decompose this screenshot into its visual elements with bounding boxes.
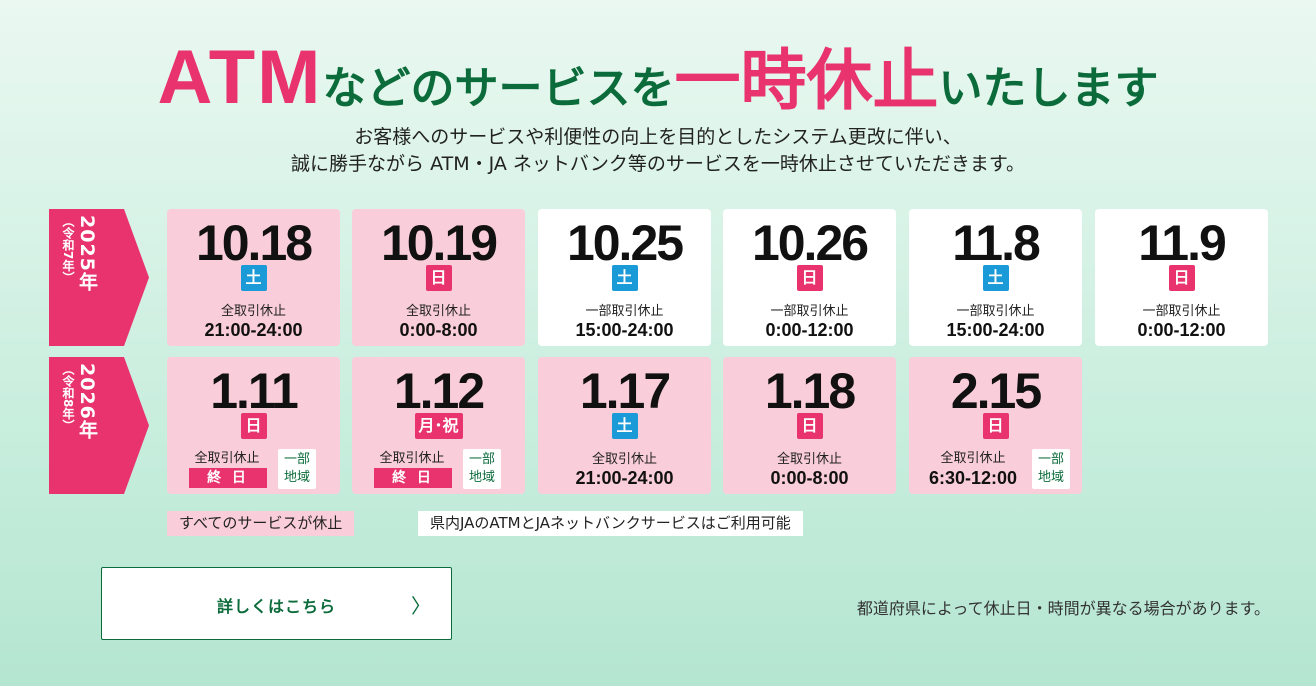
- scope-text: 全取引休止: [940, 451, 1006, 466]
- year-label-2025: 2025年 （令和7年）: [49, 209, 149, 346]
- date-card: 2.15 日 全取引休止 6:30-12:00 一部地域: [909, 357, 1082, 494]
- region-tag: 一部 地域: [1032, 449, 1070, 489]
- headline: ATMなどのサービスを一時休止いたします: [0, 40, 1316, 116]
- region-tag: 一部 地域: [278, 449, 316, 489]
- sunday-badge: 日: [796, 413, 823, 439]
- scope-text: 全取引休止: [220, 304, 286, 319]
- scope-text: 全取引休止: [194, 451, 260, 466]
- date-text: 10.19: [380, 215, 498, 271]
- region-tag-line: 地域: [283, 470, 310, 485]
- scope-text: 全取引休止: [379, 451, 445, 466]
- sunday-badge: 日: [1168, 265, 1195, 291]
- legend-all-services: すべてのサービスが休止: [167, 511, 355, 536]
- all-day-badge: 終 日: [189, 468, 267, 488]
- time-text: 0:00-12:00: [765, 320, 854, 340]
- sunday-badge: 日: [425, 265, 452, 291]
- details-button-label: 詳しくはこちら: [216, 597, 336, 616]
- time-text: 0:00-12:00: [1137, 320, 1226, 340]
- date-text: 11.8: [952, 215, 1041, 271]
- details-button[interactable]: 詳しくはこちら 〉: [101, 567, 452, 640]
- date-text: 1.11: [210, 363, 299, 419]
- date-text: 1.17: [579, 363, 671, 419]
- scope-text: 一部取引休止: [770, 304, 849, 319]
- scope-text: 全取引休止: [776, 452, 842, 467]
- headline-end: いたします: [938, 63, 1159, 114]
- date-card: 1.18 日 全取引休止 0:00-8:00: [723, 357, 896, 494]
- all-day-badge: 終 日: [374, 468, 452, 488]
- date-card: 11.8 土 一部取引休止 15:00-24:00: [909, 209, 1082, 346]
- saturday-badge: 土: [611, 265, 638, 291]
- region-tag: 一部 地域: [463, 449, 501, 489]
- time-text: 15:00-24:00: [946, 320, 1045, 340]
- scope-text: 一部取引休止: [956, 304, 1035, 319]
- saturday-badge: 土: [611, 413, 638, 439]
- holiday-badge: 月･祝: [414, 413, 463, 439]
- date-text: 11.9: [1138, 215, 1227, 271]
- headline-atm: ATM: [157, 35, 323, 120]
- date-card: 10.19 日 全取引休止 0:00-8:00: [352, 209, 525, 346]
- time-text: 0:00-8:00: [399, 320, 478, 340]
- scope-text: 一部取引休止: [585, 304, 664, 319]
- time-text: 21:00-24:00: [204, 320, 303, 340]
- sunday-badge: 日: [796, 265, 823, 291]
- headline-emphasis: 一時休止: [674, 42, 939, 119]
- date-text: 10.26: [751, 215, 869, 271]
- date-text: 1.12: [393, 363, 485, 419]
- saturday-badge: 土: [240, 265, 267, 291]
- region-tag-line: 地域: [468, 470, 495, 485]
- date-text: 2.15: [950, 363, 1042, 419]
- time-text: 15:00-24:00: [575, 320, 674, 340]
- scope-text: 全取引休止: [591, 452, 657, 467]
- date-text: 10.25: [566, 215, 684, 271]
- legend-partial-services: 県内JAのATMとJAネットバンクサービスはご利用可能: [418, 511, 803, 536]
- sunday-badge: 日: [982, 413, 1009, 439]
- subtitle-line-1: お客様へのサービスや利便性の向上を目的としたシステム更改に伴い、: [354, 126, 962, 148]
- subtitle-line-2: 誠に勝手ながら ATM・JA ネットバンク等のサービスを一時休止させていただきま…: [291, 153, 1025, 175]
- date-card: 10.18 土 全取引休止 21:00-24:00: [167, 209, 340, 346]
- date-card: 1.11 日 全取引休止 終 日 一部地域: [167, 357, 340, 494]
- headline-mid: などのサービスを: [322, 63, 675, 114]
- era-2025: （令和7年）: [61, 215, 75, 284]
- region-tag-line: 一部: [468, 452, 495, 467]
- region-tag-line: 地域: [1037, 470, 1064, 485]
- saturday-badge: 土: [982, 265, 1009, 291]
- sunday-badge: 日: [240, 413, 267, 439]
- time-text: 21:00-24:00: [575, 468, 674, 488]
- date-card: 10.26 日 一部取引休止 0:00-12:00: [723, 209, 896, 346]
- region-tag-line: 一部: [283, 452, 310, 467]
- date-text: 10.18: [195, 215, 313, 271]
- year-2025: 2025年: [76, 215, 98, 292]
- subtitle: お客様へのサービスや利便性の向上を目的としたシステム更改に伴い、 誠に勝手ながら…: [0, 124, 1316, 178]
- date-text: 1.18: [764, 363, 856, 419]
- region-tag-line: 一部: [1037, 452, 1064, 467]
- chevron-right-icon: 〉: [411, 594, 431, 618]
- date-card: 11.9 日 一部取引休止 0:00-12:00: [1095, 209, 1268, 346]
- scope-text: 全取引休止: [405, 304, 471, 319]
- note-text: 都道府県によって休止日・時間が異なる場合があります。: [856, 599, 1270, 618]
- year-2026: 2026年: [76, 363, 98, 440]
- date-card: 1.12 月･祝 全取引休止 終 日 一部地域: [352, 357, 525, 494]
- year-label-2026: 2026年 （令和8年）: [49, 357, 149, 494]
- scope-text: 一部取引休止: [1142, 304, 1221, 319]
- era-2026: （令和8年）: [61, 363, 75, 432]
- date-card: 1.17 土 全取引休止 21:00-24:00: [538, 357, 711, 494]
- time-text: 6:30-12:00: [928, 468, 1018, 488]
- date-card: 10.25 土 一部取引休止 15:00-24:00: [538, 209, 711, 346]
- time-text: 0:00-8:00: [770, 468, 849, 488]
